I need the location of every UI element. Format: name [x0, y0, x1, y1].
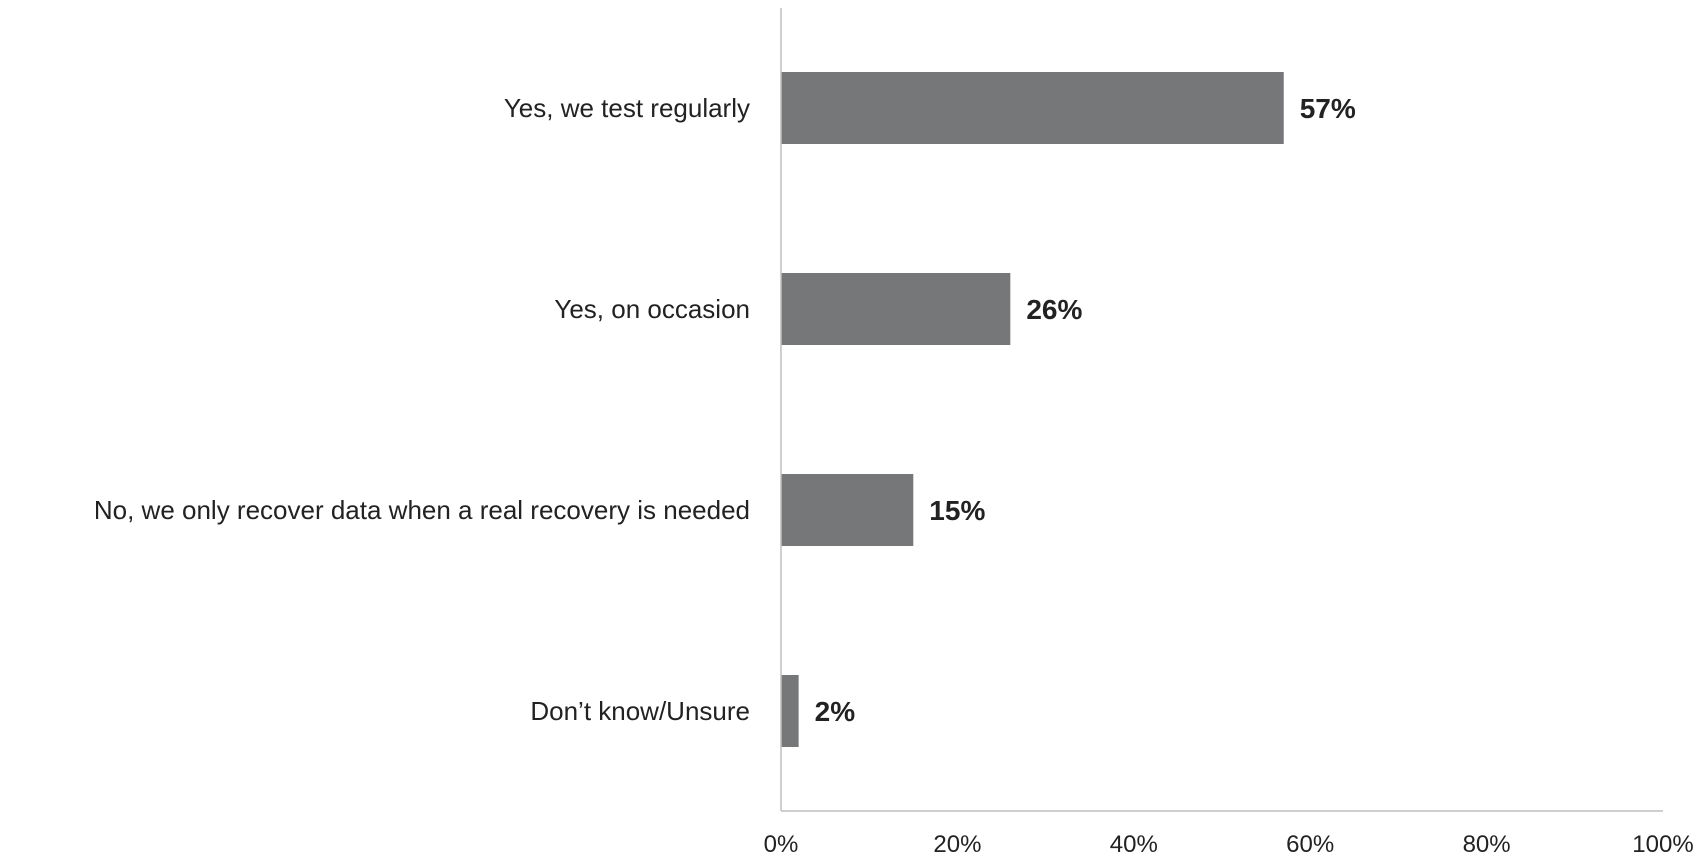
x-tick-label: 40%: [1110, 831, 1158, 858]
axes-group: [780, 8, 1663, 812]
bar: [781, 474, 914, 546]
category-labels-group: Yes, we test regularly Yes, on occasion No…: [94, 93, 750, 726]
x-tick-label: 0%: [764, 831, 799, 858]
x-tick-label: 80%: [1463, 831, 1511, 858]
category-label: No, we only recover data when a real rec…: [94, 495, 750, 525]
category-label: Yes, on occasion: [554, 294, 750, 324]
data-label: 26%: [1026, 294, 1082, 325]
data-label: 15%: [929, 495, 985, 526]
x-tick-label: 60%: [1286, 831, 1334, 858]
bars-group: [781, 72, 1284, 747]
data-label: 57%: [1300, 93, 1356, 124]
data-label: 2%: [815, 696, 856, 727]
bar: [781, 675, 799, 747]
x-tick-label: 100%: [1632, 831, 1693, 858]
category-label: Yes, we test regularly: [504, 93, 750, 123]
x-tick-labels-group: 0% 20% 40% 60% 80% 100%: [764, 831, 1694, 858]
x-tick-label: 20%: [933, 831, 981, 858]
category-label: Don’t know/Unsure: [530, 696, 750, 726]
data-labels-group: 57% 26% 15% 2%: [815, 93, 1356, 727]
bar: [781, 273, 1011, 345]
bar: [781, 72, 1284, 144]
